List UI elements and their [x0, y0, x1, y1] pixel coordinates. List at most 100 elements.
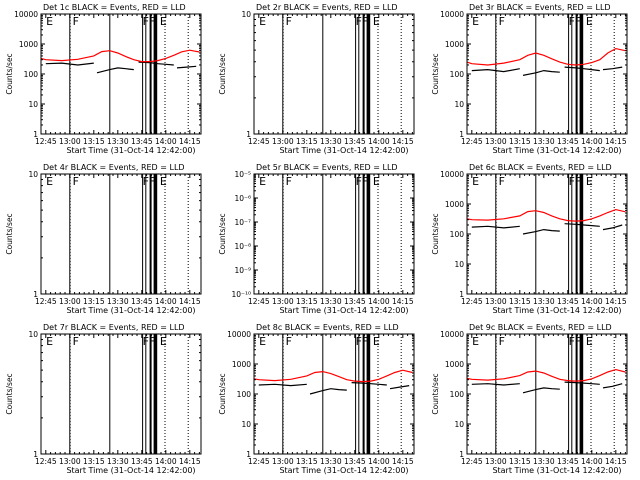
- marker-label: F: [149, 15, 155, 28]
- y-tick-label: 100: [24, 70, 39, 79]
- marker-label: E: [373, 335, 380, 348]
- panel-title: Det 8c BLACK = Events, RED = LLD: [256, 323, 399, 332]
- marker-label: E: [373, 175, 380, 188]
- x-tick-label: 13:15: [83, 457, 105, 466]
- x-axis-label: Start Time (31-Oct-14 12:42:00): [279, 306, 408, 315]
- panel-title: Det 3r BLACK = Events, RED = LLD: [469, 3, 611, 12]
- x-tick-label: 14:00: [581, 297, 603, 306]
- y-tick-label: 10⁻⁷: [234, 218, 251, 227]
- marker-label: F: [569, 175, 575, 188]
- marker-label: E: [46, 175, 53, 188]
- series-lld: [466, 368, 626, 382]
- x-tick-label: 14:15: [392, 297, 414, 306]
- series-lld: [466, 47, 626, 66]
- series-events: [522, 69, 560, 76]
- series-events: [471, 68, 520, 73]
- x-tick-label: 13:45: [557, 137, 579, 146]
- x-axis-label: Start Time (31-Oct-14 12:42:00): [66, 146, 195, 155]
- x-tick-label: 13:45: [344, 137, 366, 146]
- marker-label: F: [569, 15, 575, 28]
- y-tick-label: 10⁻¹⁰: [231, 290, 251, 299]
- series-lld: [466, 208, 626, 222]
- marker-label: E: [160, 175, 167, 188]
- marker-label: F: [286, 175, 292, 188]
- y-tick-label: 10⁻⁵: [234, 170, 251, 179]
- y-tick-label: 1: [459, 290, 464, 299]
- x-tick-label: 14:00: [368, 457, 390, 466]
- marker-label: F: [73, 335, 79, 348]
- x-tick-label: 12:45: [248, 457, 270, 466]
- y-tick-label: 1: [33, 450, 38, 459]
- y-tick-label: 1000: [445, 40, 464, 49]
- marker-label: F: [362, 175, 368, 188]
- x-tick-label: 13:45: [344, 457, 366, 466]
- marker-label: F: [575, 175, 581, 188]
- marker-label: F: [73, 175, 79, 188]
- x-tick-label: 13:00: [59, 457, 81, 466]
- marker-label: F: [143, 335, 149, 348]
- x-tick-label: 12:45: [461, 457, 483, 466]
- x-tick-label: 12:45: [461, 297, 483, 306]
- x-tick-label: 13:30: [320, 137, 342, 146]
- plot-frame: [253, 173, 415, 295]
- y-tick-label: 10⁻⁸: [234, 242, 251, 251]
- marker-label: F: [143, 15, 149, 28]
- y-tick-label: 10000: [440, 10, 464, 19]
- y-tick-label: 10: [454, 260, 464, 269]
- series-events: [564, 381, 600, 385]
- series-events: [564, 223, 600, 227]
- x-axis-label: Start Time (31-Oct-14 12:42:00): [492, 466, 621, 475]
- x-tick-label: 13:45: [131, 137, 153, 146]
- marker-label: E: [46, 15, 53, 28]
- x-tick-label: 13:45: [557, 297, 579, 306]
- x-tick-label: 14:00: [155, 137, 177, 146]
- marker-label: F: [575, 15, 581, 28]
- panel-title: Det 4r BLACK = Events, RED = LLD: [43, 163, 185, 172]
- marker-label: E: [160, 335, 167, 348]
- series-events: [602, 383, 623, 389]
- y-axis-label: Counts/sec: [218, 53, 227, 94]
- x-tick-label: 13:00: [272, 297, 294, 306]
- x-tick-label: 13:15: [296, 457, 318, 466]
- x-tick-label: 14:00: [155, 297, 177, 306]
- series-events: [176, 65, 197, 69]
- marker-label: E: [586, 175, 593, 188]
- x-axis-label: Start Time (31-Oct-14 12:42:00): [66, 306, 195, 315]
- x-tick-label: 14:15: [605, 297, 627, 306]
- y-axis-label: Counts/sec: [431, 53, 440, 94]
- x-tick-label: 14:15: [605, 137, 627, 146]
- plot-frame: [40, 13, 202, 135]
- x-axis-label: Start Time (31-Oct-14 12:42:00): [492, 146, 621, 155]
- x-tick-label: 12:45: [248, 297, 270, 306]
- marker-label: F: [149, 175, 155, 188]
- series-events: [602, 224, 623, 231]
- marker-label: E: [373, 15, 380, 28]
- x-tick-label: 14:15: [392, 457, 414, 466]
- panel-title: Det 2r BLACK = Events, RED = LLD: [256, 3, 398, 12]
- x-tick-label: 14:15: [605, 457, 627, 466]
- series-lld: [40, 49, 200, 63]
- x-tick-label: 12:45: [461, 137, 483, 146]
- plot-frame: [40, 173, 202, 295]
- marker-label: F: [499, 15, 505, 28]
- x-tick-label: 13:15: [509, 297, 531, 306]
- y-tick-label: 1000: [19, 40, 38, 49]
- marker-label: F: [143, 175, 149, 188]
- x-tick-label: 14:00: [581, 457, 603, 466]
- series-events: [471, 383, 520, 386]
- x-tick-label: 13:00: [272, 457, 294, 466]
- x-axis-label: Start Time (31-Oct-14 12:42:00): [279, 146, 408, 155]
- x-tick-label: 13:30: [533, 297, 555, 306]
- x-axis-label: Start Time (31-Oct-14 12:42:00): [66, 466, 195, 475]
- y-axis-label: Counts/sec: [218, 373, 227, 414]
- x-tick-label: 14:15: [179, 137, 201, 146]
- y-tick-label: 1: [459, 450, 464, 459]
- x-tick-label: 13:30: [320, 457, 342, 466]
- x-axis-label: Start Time (31-Oct-14 12:42:00): [492, 306, 621, 315]
- x-tick-label: 13:00: [272, 137, 294, 146]
